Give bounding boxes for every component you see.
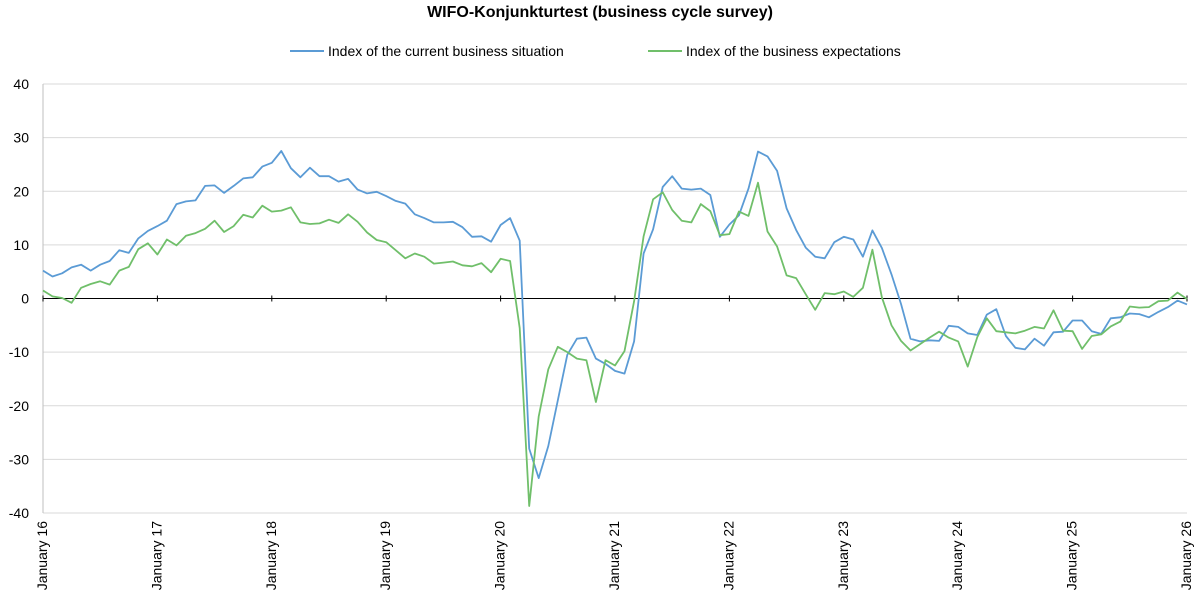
x-tick-label: January 25 [1064, 521, 1080, 590]
y-tick-label: 40 [13, 76, 29, 92]
gridlines [43, 83, 1187, 514]
series-line-0 [42, 150, 1188, 480]
legend-entry-business-expectations: Index of the business expectations [648, 43, 901, 59]
x-tick-label: January 18 [263, 521, 279, 590]
legend-label-current-situation: Index of the current business situation [328, 43, 564, 59]
y-tick-label: -10 [9, 344, 29, 360]
legend-line-business-expectations [648, 50, 682, 52]
x-tick-label: January 26 [1178, 521, 1194, 590]
legend-entry-current-situation: Index of the current business situation [290, 43, 564, 59]
x-tick-label: January 19 [377, 521, 393, 590]
y-tick-label: -20 [9, 398, 29, 414]
legend-line-current-situation [290, 50, 324, 52]
x-tick-label: January 16 [34, 521, 50, 590]
x-tick-label: January 21 [606, 521, 622, 590]
x-tick-label: January 23 [835, 521, 851, 590]
x-tick-label: January 24 [949, 521, 965, 590]
series-line-1 [42, 181, 1188, 507]
y-tick-label: 20 [13, 183, 29, 199]
y-tick-label: -30 [9, 451, 29, 467]
x-tick-label: January 20 [492, 521, 508, 590]
y-tick-label: 10 [13, 237, 29, 253]
y-tick-label: 30 [13, 130, 29, 146]
chart-title: WIFO-Konjunkturtest (business cycle surv… [427, 4, 773, 21]
y-tick-label: 0 [21, 291, 29, 307]
series-lines [42, 150, 1188, 507]
y-tick-label: -40 [9, 505, 29, 521]
x-tick-label: January 22 [720, 521, 736, 590]
y-axis: -40 -30 -20 -10 0 10 20 30 40 [9, 76, 44, 521]
legend-label-business-expectations: Index of the business expectations [686, 43, 901, 59]
x-tick-label: January 17 [148, 521, 164, 590]
x-axis: January 16 January 17 January 18 January 19… [34, 295, 1194, 590]
chart-legend: Index of the current business situation … [0, 43, 1200, 63]
